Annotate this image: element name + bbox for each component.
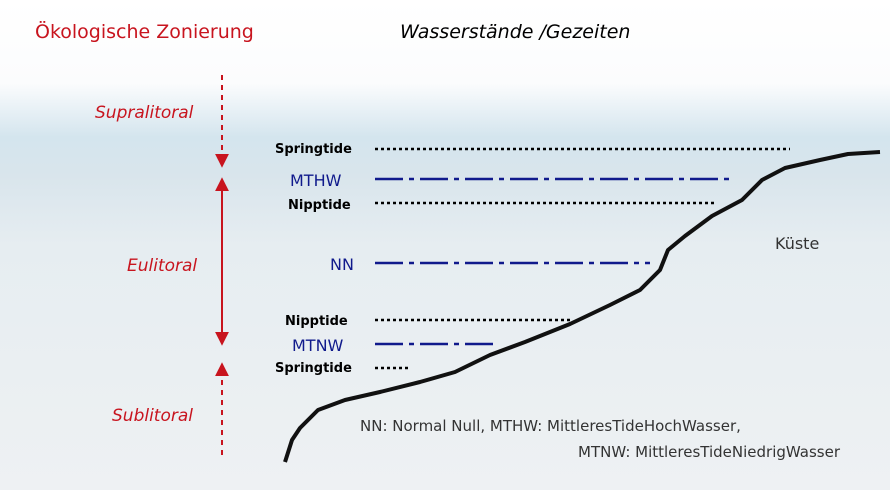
zone-label: Eulitoral [127,256,197,276]
legend-text: NN: Normal Null, MTHW: MittleresTideHoch… [360,417,741,435]
zone-label: Sublitoral [112,406,193,426]
level-label: MTNW [292,336,344,355]
level-label: Springtide [275,142,352,157]
level-label: MTHW [290,171,342,190]
heading: Ökologische Zonierung [35,20,254,43]
coast-label: Küste [775,234,819,253]
level-label: Springtide [275,361,352,376]
coast-line [283,150,881,463]
heading: Wasserstände /Gezeiten [400,21,630,43]
level-label: Nipptide [288,198,351,213]
legend-text: MTNW: MittleresTideNiedrigWasser [578,443,841,461]
zone-label: Supralitoral [95,103,194,123]
level-label: NN [330,255,354,274]
level-label: Nipptide [285,314,348,329]
